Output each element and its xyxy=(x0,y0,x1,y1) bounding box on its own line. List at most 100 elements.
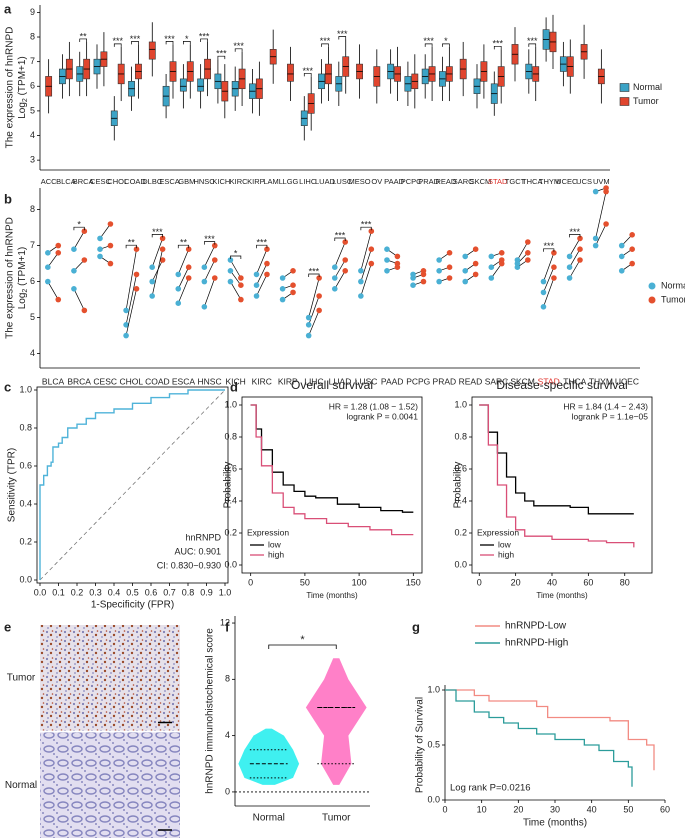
sig-bracket xyxy=(151,234,163,238)
point xyxy=(238,275,244,281)
point xyxy=(316,307,322,314)
y-tick-label: 4 xyxy=(225,730,230,740)
pair-line xyxy=(543,277,555,307)
point xyxy=(55,296,62,303)
y-tick-label: 0.0 xyxy=(454,559,467,569)
pair-line xyxy=(230,259,242,279)
point xyxy=(107,221,114,227)
pair-line xyxy=(569,259,581,279)
point xyxy=(107,260,114,267)
pair-line xyxy=(151,259,163,282)
point xyxy=(149,264,155,271)
y-tick-label: 1.0 xyxy=(454,399,467,409)
y-tick-label: 0.4 xyxy=(224,495,237,505)
sig-bracket xyxy=(321,43,329,47)
pair-line xyxy=(125,249,137,311)
x-axis-label: Time (months) xyxy=(523,818,587,829)
point xyxy=(264,271,270,278)
point xyxy=(436,268,442,274)
point xyxy=(514,264,521,271)
point xyxy=(290,268,296,274)
x-tick-label: ESCA xyxy=(159,177,179,186)
pair-line xyxy=(204,277,216,307)
x-tick-label: PCPG xyxy=(401,177,422,186)
y-tick-label: 7 xyxy=(30,240,35,250)
legend-title: Expression xyxy=(477,527,519,537)
image-label: Normal xyxy=(5,780,37,791)
x-tick-label: BRCA xyxy=(67,376,91,386)
frame xyxy=(241,396,423,574)
y-tick-label: 8 xyxy=(30,204,35,214)
sig-label: *** xyxy=(199,31,210,41)
survival-curve xyxy=(479,404,635,548)
panel-label: c xyxy=(4,379,11,394)
sig-bracket xyxy=(234,48,243,52)
y-tick-label: 0.0 xyxy=(427,794,440,804)
x-tick-label: 30 xyxy=(550,804,560,814)
legend-label: hnRNPD-Low xyxy=(505,621,567,632)
image-label: Tumor xyxy=(7,672,36,683)
point xyxy=(629,232,635,238)
sig-label: * xyxy=(444,36,448,46)
x-tick-label: OV xyxy=(371,177,382,186)
y-tick-label: 0.0 xyxy=(224,559,237,569)
histology-image xyxy=(40,625,180,731)
point xyxy=(316,293,322,299)
sig-bracket xyxy=(493,45,502,50)
pair-line xyxy=(517,241,529,261)
survival-curve xyxy=(479,404,634,515)
point xyxy=(97,246,103,252)
point xyxy=(394,264,401,271)
x-tick-label: 10 xyxy=(477,804,487,814)
x-tick-label: 0 xyxy=(477,577,482,587)
point xyxy=(264,260,270,267)
x-tick-label: LGG xyxy=(283,177,299,186)
pair-line xyxy=(491,263,503,279)
point xyxy=(342,239,349,245)
unit-sub: 2 xyxy=(22,98,29,102)
point xyxy=(253,282,260,289)
pair-line xyxy=(256,274,268,297)
x-tick-label: KIRP xyxy=(278,376,298,386)
violin xyxy=(238,728,300,785)
x-tick-label: 20 xyxy=(511,577,521,587)
point xyxy=(540,289,547,296)
frame xyxy=(471,396,653,574)
annotation: logrank P = 0.0041 xyxy=(347,411,419,421)
point xyxy=(159,235,166,242)
point xyxy=(629,260,635,267)
sig-label: *** xyxy=(361,220,372,230)
x-tick-label: ESCA xyxy=(172,376,195,386)
x-tick-label: KIRC xyxy=(252,376,272,386)
point xyxy=(566,253,573,260)
pair-line xyxy=(308,310,320,336)
y-tick-label: 0.0 xyxy=(19,574,32,584)
sig-bracket xyxy=(256,244,268,249)
chart-title: Overall survival xyxy=(291,378,373,392)
point xyxy=(514,257,521,263)
sig-label: *** xyxy=(570,227,581,237)
point xyxy=(81,257,88,263)
x-tick-label: 50 xyxy=(300,577,310,587)
point xyxy=(577,246,583,252)
point xyxy=(238,282,244,289)
pair-line xyxy=(125,288,137,336)
point xyxy=(384,268,390,274)
sig-bracket xyxy=(183,41,191,45)
y-tick-label: 0.6 xyxy=(224,463,237,473)
point xyxy=(264,246,270,252)
x-tick-label: 0.6 xyxy=(145,587,158,597)
x-tick-label: HNSC xyxy=(198,376,222,386)
sig-bracket xyxy=(217,55,226,60)
point xyxy=(618,242,625,249)
annotation: HR = 1.28 (1.08 − 1.52) xyxy=(329,401,418,411)
point xyxy=(540,304,547,310)
point xyxy=(577,235,583,242)
violin xyxy=(305,658,367,785)
x-tick-label: 60 xyxy=(583,577,593,587)
sig-bracket xyxy=(569,234,581,238)
x-axis-label: Time (months) xyxy=(536,591,588,600)
point xyxy=(446,275,453,281)
point xyxy=(525,257,531,263)
x-tick-label: 0.9 xyxy=(200,587,213,597)
